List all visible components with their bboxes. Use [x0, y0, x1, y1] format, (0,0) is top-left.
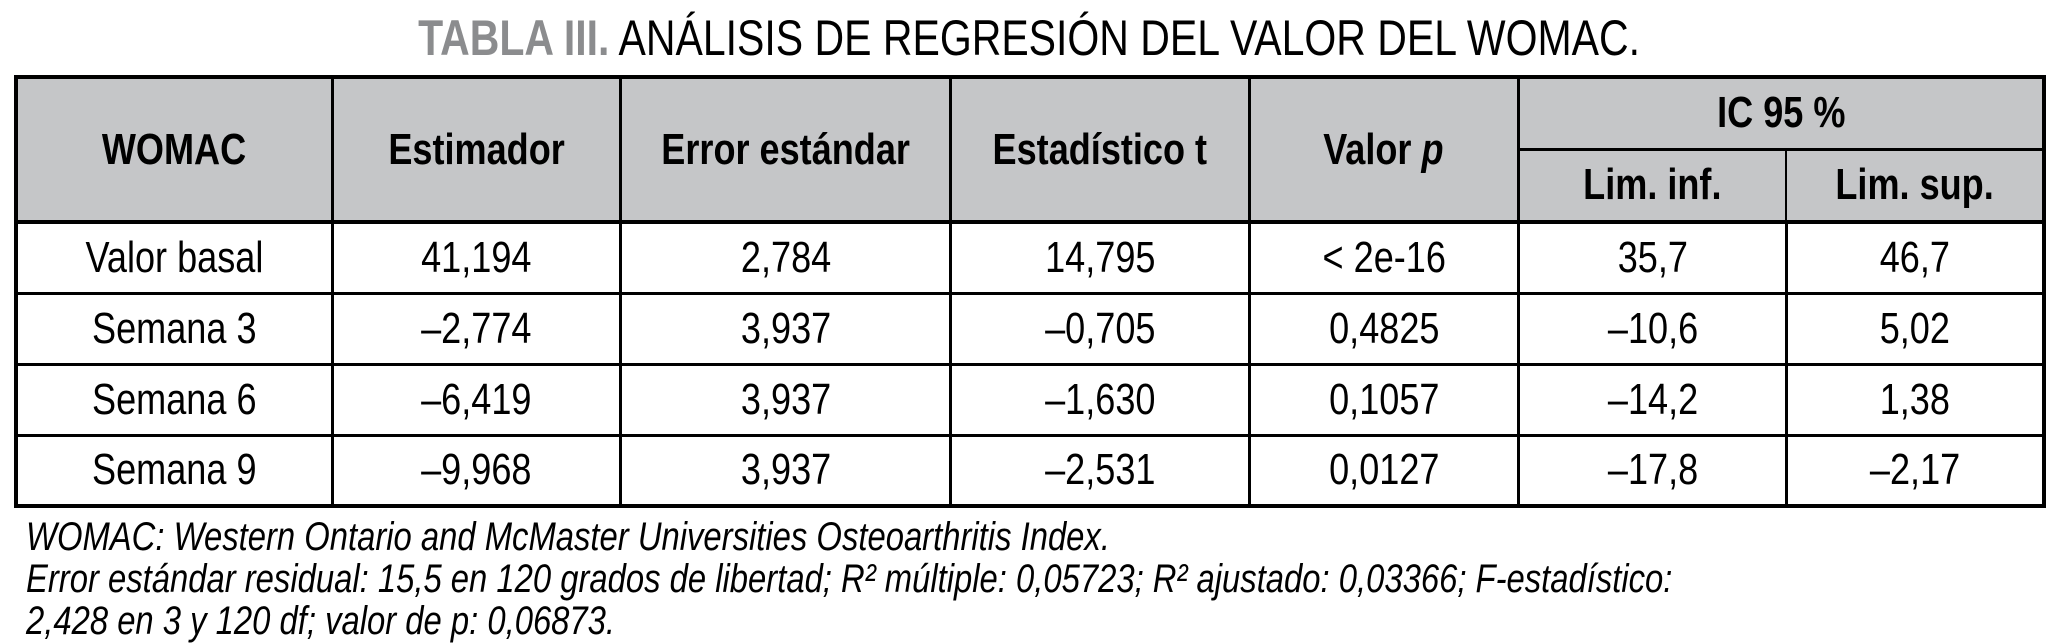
table-title-label: TABLA III. — [418, 10, 610, 66]
table-cell: Semana 6 — [14, 362, 334, 437]
table-cell: 3,937 — [618, 291, 953, 366]
table-cell: –17,8 — [1517, 433, 1788, 508]
table-cell: –1,630 — [949, 362, 1251, 437]
table-cell: 41,194 — [330, 220, 622, 295]
table-cell: 46,7 — [1784, 220, 2046, 295]
footnotes: WOMAC: Western Ontario and McMaster Univ… — [26, 516, 2036, 642]
table-header-row-1: WOMAC Estimador Error estándar Estadísti… — [14, 75, 2046, 224]
table-cell: Valor basal — [14, 220, 334, 295]
footnote-line-2: Error estándar residual: 15,5 en 120 gra… — [26, 557, 1673, 601]
table-cell: < 2e-16 — [1247, 220, 1521, 295]
table-header: WOMAC Estimador Error estándar Estadísti… — [14, 75, 2046, 224]
table-cell: 1,38 — [1784, 362, 2046, 437]
header-ic95-group: IC 95 % — [1517, 75, 2046, 151]
table-cell: 2,784 — [618, 220, 953, 295]
table-cell: 35,7 — [1517, 220, 1788, 295]
table-title: TABLA III. ANÁLISIS DE REGRESIÓN DEL VAL… — [0, 10, 2059, 66]
footnote-line-3: 2,428 en 3 y 120 df; valor de p: 0,06873… — [26, 599, 616, 643]
header-valor-p: Valor p — [1247, 75, 1521, 224]
table-title-text: ANÁLISIS DE REGRESIÓN DEL VALOR DEL WOMA… — [618, 10, 1641, 66]
table-cell: –10,6 — [1517, 291, 1788, 366]
table-cell: 3,937 — [618, 362, 953, 437]
header-estadistico-t: Estadístico t — [949, 75, 1251, 224]
regression-table: WOMAC Estimador Error estándar Estadísti… — [14, 75, 2046, 508]
table-row-valor-basal: Valor basal 41,194 2,784 14,795 < 2e-16 … — [14, 220, 2046, 295]
header-womac: WOMAC — [14, 75, 334, 224]
table-row-semana-6: Semana 6 –6,419 3,937 –1,630 0,1057 –14,… — [14, 362, 2046, 437]
header-estimador: Estimador — [330, 75, 622, 224]
table-row-semana-9: Semana 9 –9,968 3,937 –2,531 0,0127 –17,… — [14, 433, 2046, 508]
header-valor-p-symbol: p — [1421, 124, 1445, 174]
table-cell: 0,1057 — [1247, 362, 1521, 437]
table-cell: 14,795 — [949, 220, 1251, 295]
table-cell: Semana 3 — [14, 291, 334, 366]
table-cell: 3,937 — [618, 433, 953, 508]
table-cell: –2,774 — [330, 291, 622, 366]
table-row-semana-3: Semana 3 –2,774 3,937 –0,705 0,4825 –10,… — [14, 291, 2046, 366]
table-cell: 0,0127 — [1247, 433, 1521, 508]
table-cell: 0,4825 — [1247, 291, 1521, 366]
table-cell: 5,02 — [1784, 291, 2046, 366]
table-cell: –6,419 — [330, 362, 622, 437]
header-lim-sup: Lim. sup. — [1785, 148, 2045, 224]
header-lim-inf: Lim. inf. — [1517, 148, 1788, 224]
table-body: Valor basal 41,194 2,784 14,795 < 2e-16 … — [14, 220, 2046, 508]
table-cell: –2,531 — [949, 433, 1251, 508]
header-valor-p-prefix: Valor — [1323, 124, 1422, 174]
table-cell: –9,968 — [330, 433, 622, 508]
table-cell: –2,17 — [1784, 433, 2046, 508]
footnote-line-1: WOMAC: Western Ontario and McMaster Univ… — [26, 515, 1110, 559]
table-cell: –14,2 — [1517, 362, 1788, 437]
table-cell: Semana 9 — [14, 433, 334, 508]
header-error-estandar: Error estándar — [618, 75, 953, 224]
table-cell: –0,705 — [949, 291, 1251, 366]
table-header-row-2: Lim. inf. Lim. sup. — [16, 148, 2045, 224]
